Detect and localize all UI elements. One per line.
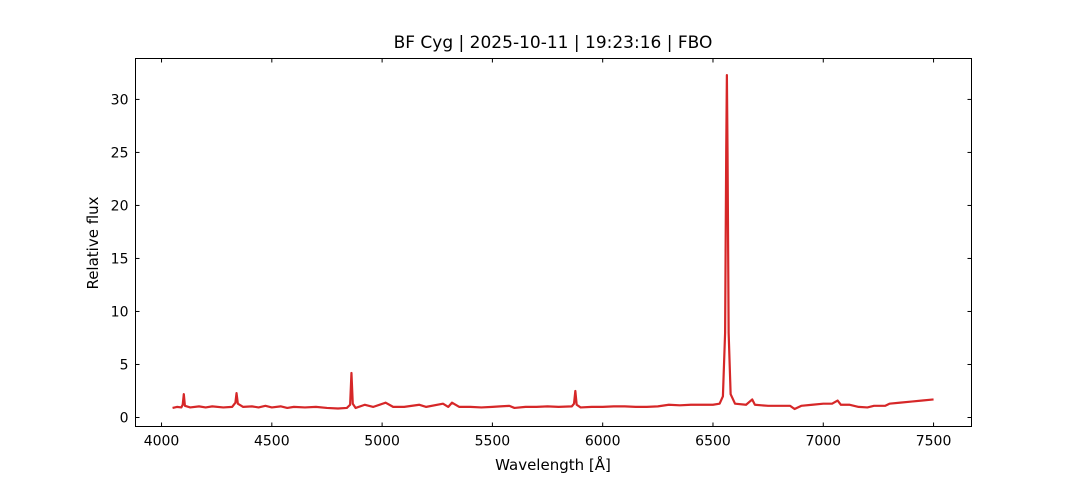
x-axis-label: Wavelength [Å] [495, 455, 611, 474]
x-tick-label: 5500 [475, 434, 511, 450]
y-tick-label: 30 [111, 92, 129, 108]
y-tick-label: 20 [111, 198, 129, 214]
y-tick-label: 5 [120, 357, 129, 373]
x-tick-label: 4500 [254, 434, 290, 450]
x-tick-label: 6500 [695, 434, 731, 450]
y-tick-label: 25 [111, 145, 129, 161]
x-tick-label: 4000 [144, 434, 180, 450]
y-tick-label: 15 [111, 251, 129, 267]
x-tick-label: 6000 [585, 434, 621, 450]
spectrum-line [172, 73, 934, 411]
x-tick-label: 7500 [916, 434, 952, 450]
chart-title: BF Cyg | 2025-10-11 | 19:23:16 | FBO [394, 33, 713, 53]
x-tick-label: 5000 [364, 434, 400, 450]
plot-frame [135, 58, 972, 427]
x-tick-label: 7000 [805, 434, 841, 450]
y-tick-label: 0 [120, 410, 129, 426]
y-axis-label: Relative flux [84, 196, 102, 289]
y-tick-label: 10 [111, 304, 129, 320]
